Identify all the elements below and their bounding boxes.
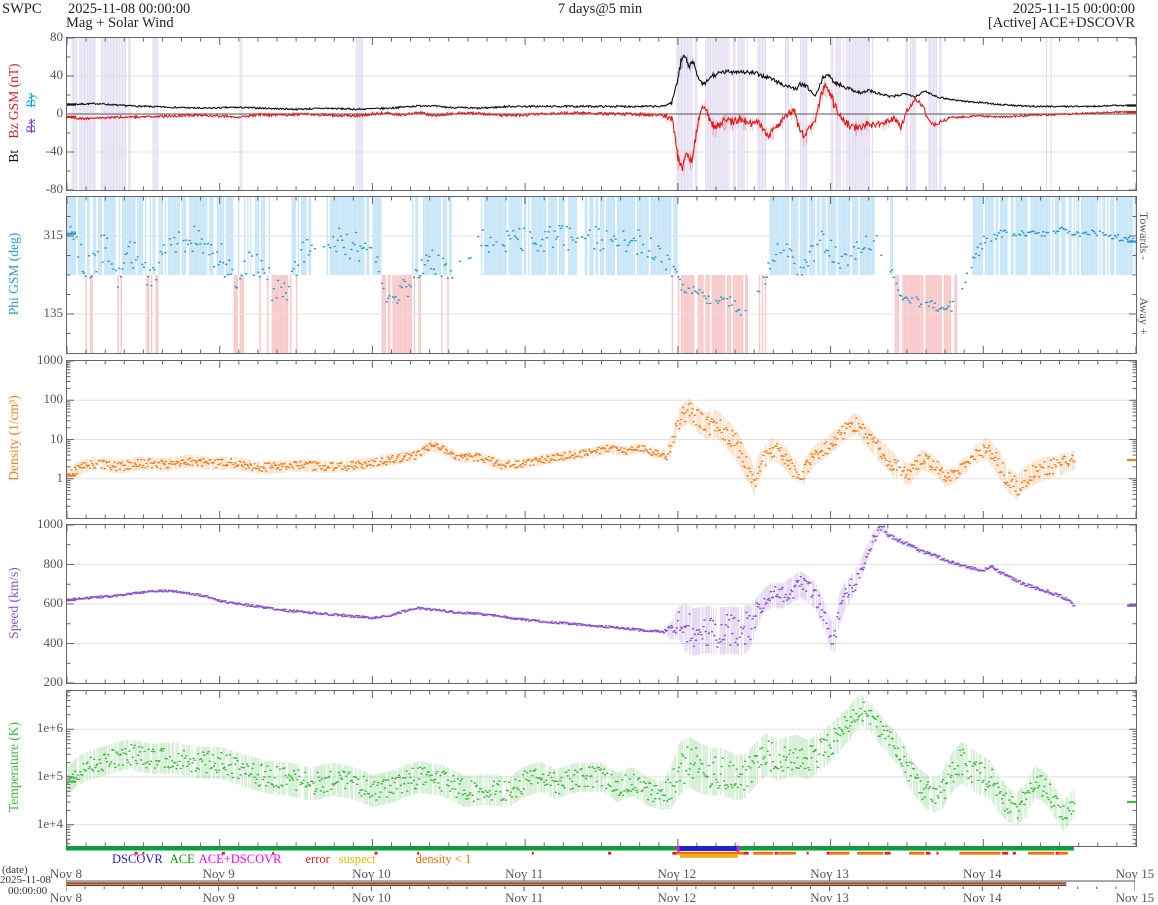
date-label-top: Nov 11 [505,866,544,881]
date-label-bottom: Nov 8 [49,890,83,905]
y-tick-label: -40 [45,143,63,158]
date-axis-caption: (date) [2,864,28,876]
away-polarity-label: Away + [1137,297,1151,335]
y-tick-label: 40 [50,67,63,82]
legend: DSCOVR ACE ACE+DSCOVR error suspect density <… [112,852,471,867]
date-label-bottom: Nov 13 [810,890,849,905]
y-tick-label: 1 [56,469,64,485]
date-label-top: Nov 9 [202,866,235,881]
y-tick-label: 80 [50,29,63,44]
legend-item-ace-dscovr: ACE+DSCOVR [198,852,282,866]
date-label-top: Nov 12 [657,866,697,881]
plot-start-time: 2025-11-08 00:00:00 [68,1,191,17]
date-label-bottom: Nov 14 [962,890,1002,905]
y-tick-label: 315 [43,227,64,242]
y-tick-label: 0 [56,105,64,120]
date-label-top: Nov 13 [810,866,849,881]
data-source-status: [Active] ACE+DSCOVR [987,15,1135,31]
y-tick-label: 1e+4 [36,815,63,831]
bt-bz-gsm-panel [66,37,1137,191]
temperature-panel [66,690,1137,847]
plot-end-time: 2025-11-15 00:00:00 [1012,1,1135,17]
legend-item-density-1: density < 1 [415,852,472,866]
y-tick-label: 600 [43,595,64,610]
data-quality-bar [66,845,1074,858]
swpc-logo-text: SWPC [2,1,42,17]
footer-start-date: 2025-11-08 [0,874,51,886]
legend-item-ace: ACE [169,852,195,866]
y-tick-label: 800 [43,555,64,571]
y-tick-label: 10 [50,430,63,446]
date-label-top: Nov 8 [49,866,83,881]
y-tick-label: 400 [43,634,64,650]
speed-panel [66,524,1137,684]
y-tick-label: 1e+5 [36,768,63,783]
date-label-top: Nov 14 [962,866,1002,881]
phi-gsm-panel [66,196,1137,354]
footer-start-time: 00:00:00 [8,885,48,897]
y-tick-label: 1000 [37,352,63,367]
date-label-top: Nov 10 [352,866,391,881]
legend-item-dscovr: DSCOVR [112,852,163,866]
y-tick-label: 100 [43,391,64,407]
y-tick-label: -80 [45,181,63,196]
y-tick-label: 200 [43,674,64,689]
y-tick-label: 1e+6 [36,720,63,736]
y-tick-label: 135 [43,305,64,320]
date-label-bottom: Nov 11 [505,890,544,905]
legend-item-error: error [305,852,330,866]
date-axis [66,878,1135,891]
date-label-top: Nov 15 [1115,866,1155,881]
date-label-bottom: Nov 15 [1115,890,1155,905]
density-panel [66,360,1137,519]
date-label-bottom: Nov 10 [352,890,391,905]
y-tick-label: 1000 [37,516,63,531]
date-label-bottom: Nov 12 [657,890,697,905]
phi-axis-label: Phi GSM (deg) [6,232,21,316]
plot-subtitle: Mag + Solar Wind [66,15,174,31]
bx-label-struck: Bx [24,118,38,134]
date-label-bottom: Nov 9 [202,890,235,905]
plot-cadence: 7 days@5 min [557,1,643,17]
legend-item-suspect: suspect [338,852,376,866]
